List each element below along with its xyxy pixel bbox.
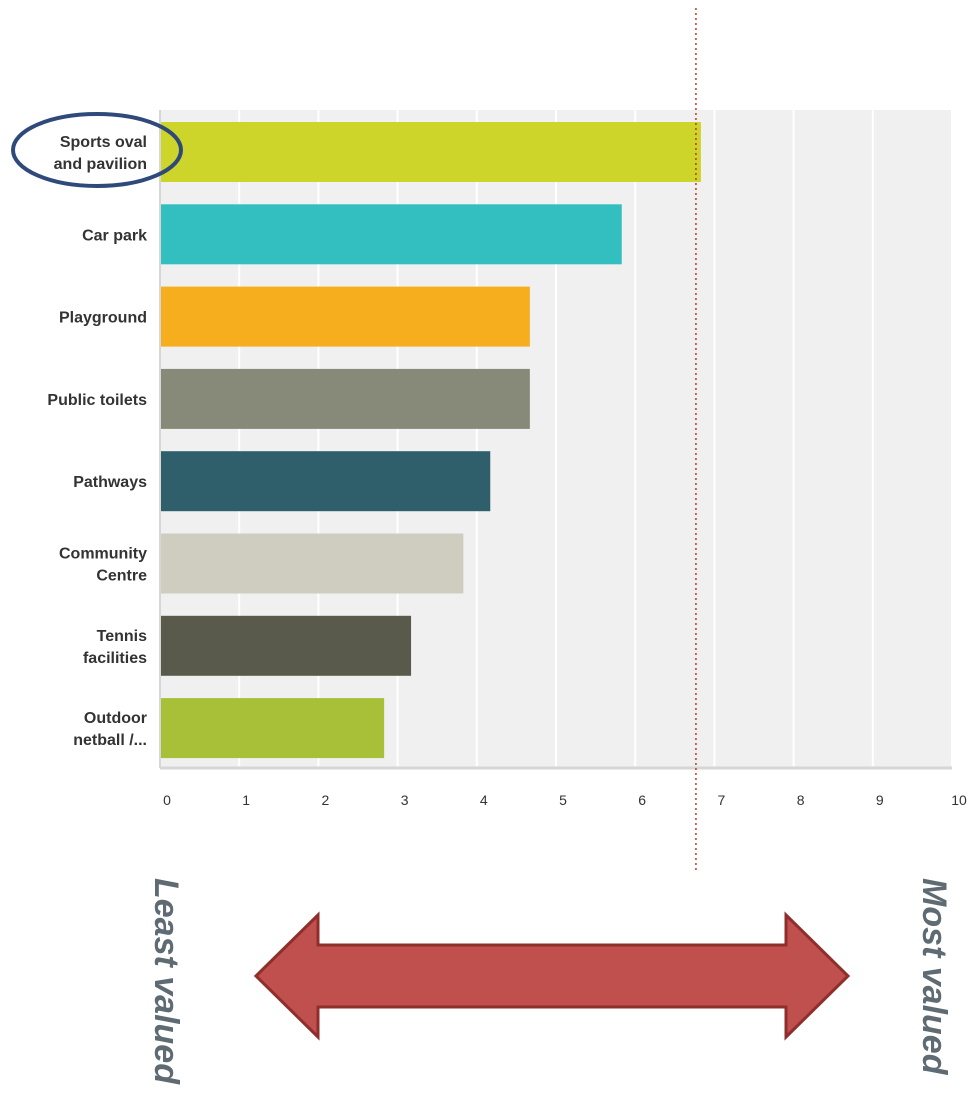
- category-label: Playground: [59, 310, 147, 327]
- x-tick-label: 2: [322, 792, 330, 808]
- x-tick-label: 0: [163, 792, 171, 808]
- highlight-ellipse: [11, 112, 183, 188]
- bar: [160, 122, 701, 182]
- x-tick-label: 9: [876, 792, 884, 808]
- x-tick-label: 1: [242, 792, 250, 808]
- category-label: Community Centre: [59, 546, 147, 585]
- category-label: Sports oval and pavilion: [54, 134, 147, 173]
- category-label: Car park: [82, 227, 147, 244]
- bar: [160, 533, 464, 594]
- bar: [160, 451, 491, 512]
- bar: [160, 698, 385, 759]
- double-arrow-icon: [253, 911, 851, 1041]
- bar: [160, 286, 530, 347]
- x-tick-label: 10: [951, 792, 967, 808]
- bar: [160, 204, 622, 265]
- category-label: Public toilets: [47, 392, 147, 409]
- x-tick-label: 4: [480, 792, 488, 808]
- category-label: Tennis facilities: [83, 628, 147, 667]
- x-tick-label: 7: [718, 792, 726, 808]
- least-valued-label: Least valued: [147, 878, 185, 1084]
- x-tick-label: 6: [638, 792, 646, 808]
- most-valued-label: Most valued: [915, 878, 953, 1075]
- bar: [160, 368, 530, 429]
- category-label: Outdoor netball /...: [73, 710, 147, 749]
- x-tick-label: 8: [797, 792, 805, 808]
- x-tick-label: 5: [559, 792, 567, 808]
- bar: [160, 615, 412, 676]
- x-tick-label: 3: [401, 792, 409, 808]
- category-label: Pathways: [73, 474, 147, 491]
